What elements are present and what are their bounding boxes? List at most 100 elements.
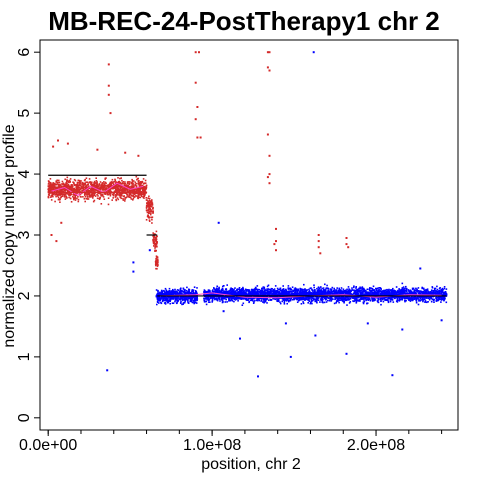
data-point — [72, 181, 74, 183]
chart-title: MB-REC-24-PostTherapy1 chr 2 — [48, 6, 440, 36]
data-point — [155, 236, 157, 239]
data-point — [148, 203, 150, 205]
data-point — [302, 298, 304, 300]
data-point — [94, 184, 97, 187]
data-point — [340, 299, 343, 301]
data-point — [240, 288, 243, 291]
data-point — [223, 285, 225, 287]
data-point — [93, 199, 96, 202]
data-point — [428, 298, 431, 301]
data-point — [236, 297, 238, 300]
data-point — [151, 202, 154, 205]
data-point — [362, 288, 364, 291]
outlier-point — [268, 173, 271, 176]
data-point — [123, 187, 125, 190]
data-point — [62, 187, 64, 190]
data-point — [292, 298, 294, 301]
data-point — [51, 190, 54, 193]
data-point — [260, 300, 262, 302]
data-point — [311, 288, 313, 291]
data-point — [308, 299, 310, 301]
data-point — [139, 182, 141, 184]
data-point — [70, 186, 72, 188]
data-point — [128, 187, 130, 189]
data-point — [212, 293, 215, 295]
data-point — [71, 188, 73, 191]
data-point — [145, 197, 148, 199]
data-point — [223, 290, 225, 292]
data-point — [137, 195, 140, 197]
data-point — [433, 301, 435, 303]
data-point — [252, 293, 255, 296]
data-point — [76, 190, 78, 192]
outlier-point — [345, 237, 348, 239]
data-point — [48, 180, 50, 183]
data-point — [115, 198, 117, 201]
data-point — [80, 188, 82, 190]
data-point — [408, 290, 411, 293]
data-point — [233, 298, 236, 300]
data-point — [425, 301, 428, 304]
data-point — [152, 206, 154, 209]
data-point — [87, 192, 89, 195]
data-point — [306, 292, 309, 294]
data-point — [54, 189, 57, 192]
data-point — [217, 289, 219, 291]
data-point — [430, 293, 432, 296]
data-point — [73, 184, 76, 187]
data-point — [195, 291, 198, 293]
data-point — [283, 289, 285, 291]
data-point — [409, 292, 411, 294]
data-point — [129, 186, 132, 188]
data-point — [263, 293, 265, 296]
data-point — [158, 293, 161, 296]
data-point — [107, 187, 109, 189]
data-point — [136, 197, 139, 199]
data-point — [218, 296, 221, 299]
data-point — [57, 198, 60, 201]
data-point — [189, 299, 192, 301]
data-point — [134, 188, 137, 190]
data-point — [94, 186, 96, 189]
data-point — [119, 188, 122, 190]
data-point — [193, 286, 196, 288]
data-point — [164, 296, 167, 298]
data-point — [111, 181, 114, 184]
data-point — [74, 179, 77, 182]
data-point — [155, 238, 158, 241]
data-point — [70, 193, 72, 196]
data-point — [157, 264, 159, 266]
data-point — [237, 294, 240, 296]
data-point — [289, 299, 291, 302]
series-0 — [47, 51, 350, 270]
data-point — [396, 290, 399, 293]
data-point — [228, 300, 230, 302]
data-point — [396, 301, 399, 303]
data-point — [116, 193, 119, 196]
data-point — [290, 292, 293, 295]
data-point — [147, 211, 150, 213]
data-point — [329, 288, 331, 290]
data-point — [61, 185, 63, 188]
data-point — [77, 179, 80, 182]
data-point — [398, 299, 401, 301]
data-point — [440, 290, 442, 292]
data-point — [175, 297, 177, 300]
data-point — [280, 294, 282, 297]
data-point — [120, 193, 123, 195]
data-point — [171, 292, 173, 295]
data-point — [65, 188, 67, 190]
data-point — [166, 292, 168, 294]
data-point — [77, 196, 79, 198]
data-point — [434, 290, 436, 292]
data-point — [153, 241, 155, 243]
data-point — [132, 199, 134, 201]
data-point — [127, 186, 130, 188]
data-point — [172, 297, 175, 300]
data-point — [187, 301, 189, 303]
data-point — [143, 182, 146, 184]
data-point — [103, 184, 106, 186]
data-point — [58, 199, 61, 201]
data-point — [401, 288, 404, 290]
outlier-point — [52, 145, 55, 148]
